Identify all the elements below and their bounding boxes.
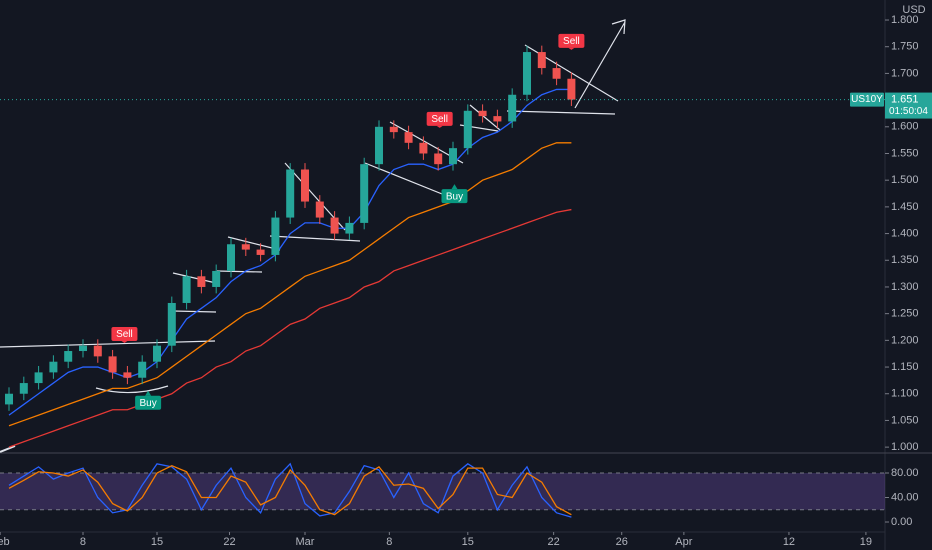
candle-body	[522, 52, 531, 95]
candle-body	[182, 276, 191, 303]
symbol-label: US10Y	[851, 94, 883, 105]
x-tick-label: Mar	[296, 536, 315, 548]
x-tick-label: 8	[386, 536, 392, 548]
candle-body	[463, 110, 472, 149]
signal-label: Buy	[139, 398, 156, 409]
candle-body	[93, 345, 102, 357]
candle-body	[360, 164, 369, 223]
y-tick-label: 1.250	[891, 308, 919, 320]
indicator-line	[8, 88, 572, 416]
signal-box	[558, 33, 585, 48]
candle-body	[374, 126, 383, 165]
candle-body	[108, 356, 117, 373]
candle-body	[315, 201, 324, 218]
x-tick-label: 22	[548, 536, 560, 548]
indicator-line	[8, 464, 572, 516]
y-tick-label: 40.00	[891, 491, 919, 503]
candle-body	[271, 217, 280, 255]
candle-body	[448, 148, 457, 165]
candle-body	[256, 249, 265, 255]
candle-body	[152, 345, 161, 362]
x-tick-label: 26	[616, 536, 628, 548]
y-tick-label: 1.500	[891, 174, 919, 186]
candle-body	[212, 270, 221, 287]
y-tick-label: 1.150	[891, 361, 919, 373]
y-tick-label: 1.800	[891, 14, 919, 26]
candle-body	[167, 302, 176, 346]
candle-body	[123, 372, 132, 378]
price-box	[885, 92, 932, 119]
symbol-box	[850, 92, 884, 107]
x-tick-label: 15	[462, 536, 474, 548]
x-tick-label: 19	[860, 536, 872, 548]
candle-body	[78, 345, 87, 352]
candle-body	[330, 217, 339, 234]
y-tick-label: 1.300	[891, 281, 919, 293]
signal-label: Buy	[446, 191, 463, 202]
y-tick-label: 1.550	[891, 147, 919, 159]
y-tick-label: 1.600	[891, 121, 919, 133]
x-tick-label: Feb	[0, 536, 10, 548]
candle-body	[508, 94, 517, 122]
signal-pointer	[451, 184, 458, 190]
candle-body	[286, 169, 295, 218]
y-tick-label: 1.000	[891, 441, 919, 453]
signal-box	[135, 395, 162, 410]
candle-body	[34, 372, 43, 384]
currency: USD	[902, 4, 925, 16]
signal-pointer	[145, 390, 152, 396]
y-tick-label: 1.400	[891, 227, 919, 239]
y-tick-label: 1.050	[891, 414, 919, 426]
candle-body	[226, 244, 235, 271]
candle-body	[64, 351, 73, 362]
candle-body	[567, 78, 576, 100]
indicator-line	[8, 208, 572, 448]
candle-body	[49, 361, 58, 373]
signal-label: Sell	[431, 114, 448, 125]
candle-body	[537, 52, 546, 69]
countdown-label: 01:50:04	[889, 106, 928, 117]
candle-body	[493, 116, 502, 122]
y-tick-label: 1.750	[891, 41, 919, 53]
signal-pointer	[121, 341, 128, 344]
candle-body	[241, 244, 250, 250]
signal-label: Sell	[563, 36, 580, 47]
candle-body	[197, 276, 206, 287]
y-tick-label: 1.350	[891, 254, 919, 266]
y-tick-label: 0.00	[891, 516, 912, 528]
candle-body	[138, 361, 147, 378]
price-label: 1.651	[891, 93, 919, 105]
y-tick-label: 1.450	[891, 201, 919, 213]
y-tick-label: 80.00	[891, 467, 919, 479]
candle-body	[419, 142, 428, 154]
y-tick-label: 1.700	[891, 67, 919, 79]
signal-box	[441, 189, 468, 204]
x-tick-label: 12	[783, 536, 795, 548]
candle-body	[434, 153, 443, 165]
signal-label: Sell	[116, 329, 133, 340]
indicator-line	[8, 462, 572, 518]
candle-body	[404, 132, 413, 143]
signal-pointer	[436, 125, 443, 128]
x-tick-label: Apr	[675, 536, 692, 548]
y-tick-label: 1.200	[891, 334, 919, 346]
candle-body	[478, 110, 487, 117]
candle-body	[389, 126, 398, 133]
candle-body	[4, 393, 13, 405]
x-tick-label: 15	[151, 536, 163, 548]
x-tick-label: 8	[80, 536, 86, 548]
y-tick-label: 1.100	[891, 388, 919, 400]
signal-box	[111, 327, 138, 342]
candle-body	[345, 222, 354, 234]
signal-pointer	[568, 47, 575, 50]
candle-body	[19, 383, 28, 394]
candle-body	[552, 68, 561, 79]
candle-body	[300, 169, 309, 202]
signal-box	[426, 111, 453, 126]
x-tick-label: 22	[223, 536, 235, 548]
indicator-line	[8, 142, 572, 427]
